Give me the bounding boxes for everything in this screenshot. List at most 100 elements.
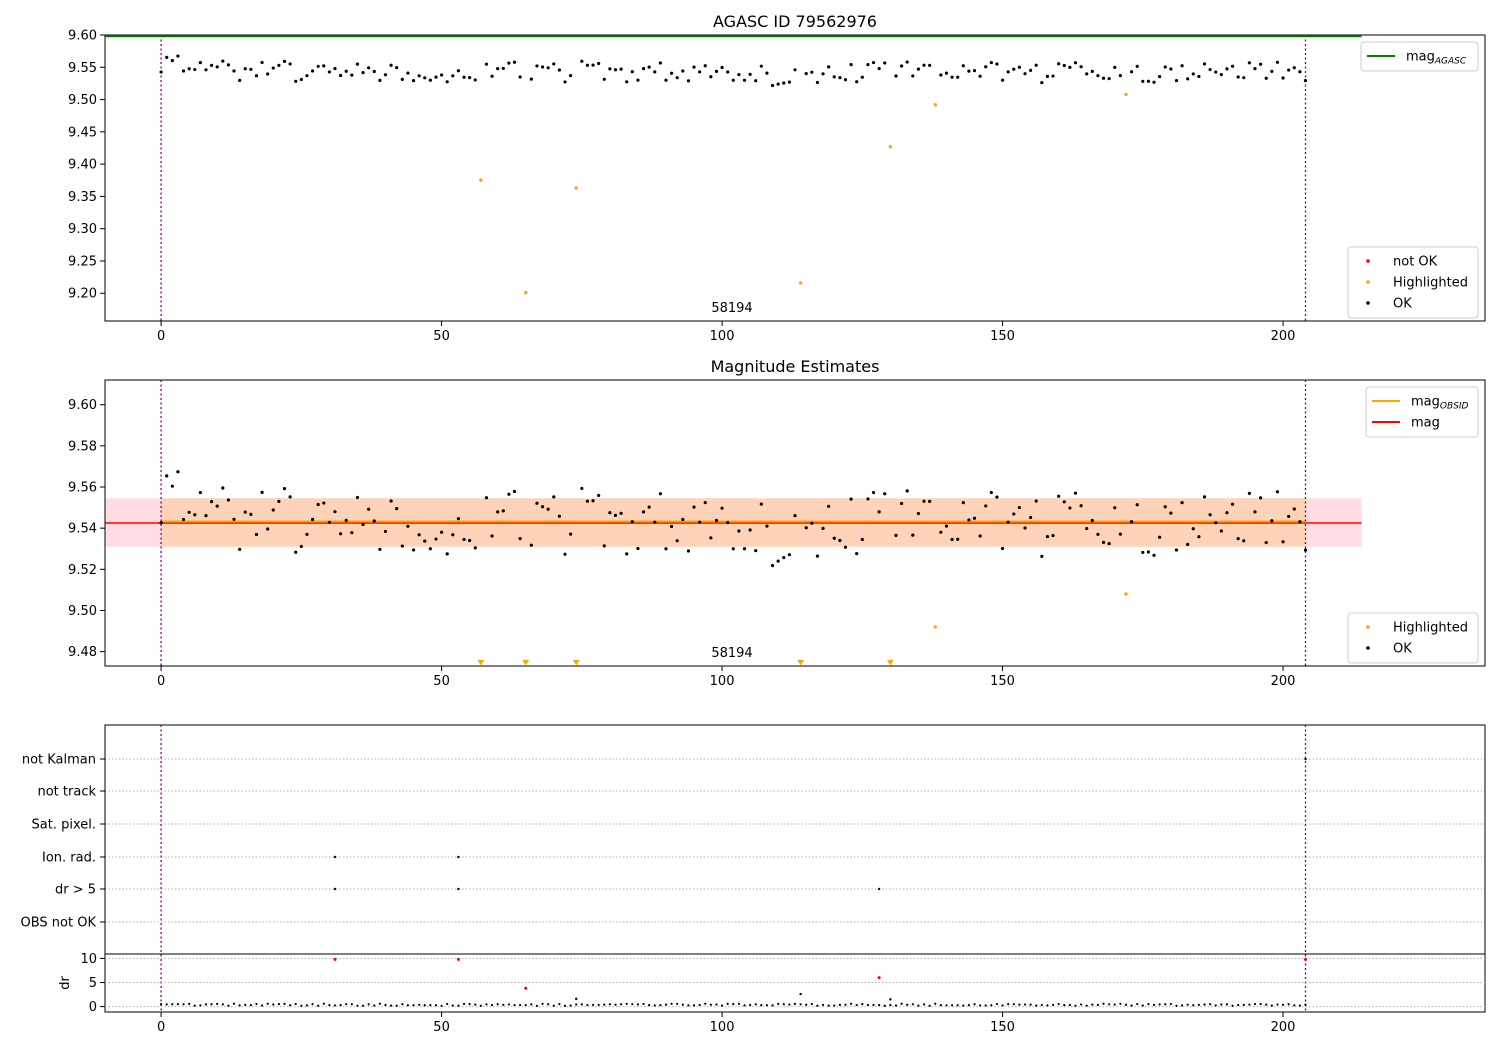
dr-point (591, 1003, 595, 1007)
y-tick-label: 9.45 (68, 125, 97, 140)
dr-point (1220, 1003, 1223, 1006)
ok-point (501, 509, 505, 513)
ok-point (193, 513, 197, 517)
ok-point (1113, 65, 1117, 69)
ok-point (580, 486, 584, 491)
dr-point (726, 1002, 729, 1005)
dr-point (513, 1003, 516, 1007)
ok-point (423, 539, 427, 543)
ok-point (681, 517, 685, 522)
dr-point (451, 1004, 454, 1007)
ok-point (1169, 511, 1173, 515)
ok-point (546, 507, 550, 511)
ok-point (714, 69, 719, 73)
dr-point (569, 1004, 572, 1007)
ok-point (1017, 505, 1021, 510)
ok-point (939, 73, 943, 77)
dr-point (468, 1002, 471, 1006)
ok-point (1051, 533, 1055, 538)
ok-point (383, 73, 388, 77)
dr-point (838, 1003, 841, 1006)
ok-point (765, 524, 769, 528)
ok-point (238, 78, 242, 82)
ok-point (658, 492, 662, 496)
dr-point (176, 1003, 180, 1006)
flag-marker (457, 855, 460, 859)
ok-point (215, 65, 219, 69)
ok-point (838, 76, 842, 80)
ok-point (1107, 541, 1111, 546)
plot-frame (104, 34, 1486, 322)
legend-label: OK (1393, 297, 1412, 312)
dr-point (883, 1004, 886, 1007)
ok-point (1006, 70, 1010, 74)
dr-point (737, 1002, 741, 1005)
ok-point (529, 543, 533, 547)
ok-point (305, 74, 309, 78)
dr-not-ok-point (333, 957, 337, 961)
ok-point (1040, 554, 1044, 558)
dr-point (1276, 1003, 1279, 1006)
ok-point (1085, 526, 1089, 531)
ok-point (361, 70, 365, 75)
ok-point (1236, 75, 1240, 79)
dr-point (950, 1004, 954, 1007)
ok-point (950, 75, 954, 79)
dr-point (339, 1003, 342, 1007)
ok-point (1275, 490, 1280, 494)
ok-point (1079, 65, 1083, 69)
legend-marker (1366, 625, 1370, 629)
ok-point (664, 547, 668, 551)
ok-point (507, 61, 511, 65)
dr-point (294, 1002, 297, 1006)
ok-point (165, 474, 169, 478)
dr-point (249, 1003, 252, 1007)
dr-point (962, 1004, 965, 1007)
ok-point (310, 69, 315, 73)
dr-point (260, 1004, 264, 1007)
ok-point (473, 546, 477, 550)
agasc-magnitude-panel: AGASC ID 79562976 58194 0 50 100 150 200 9.20… (68, 12, 1486, 344)
plot-frame (104, 379, 1486, 667)
flag-row-label: Ion. rad. (42, 851, 96, 866)
ok-point (1303, 79, 1308, 83)
dr-point (855, 1003, 858, 1007)
flag-marker (877, 887, 881, 891)
dr-point (171, 1003, 174, 1006)
ok-point (692, 505, 696, 509)
flag-row-label: not Kalman (22, 753, 96, 768)
dr-point (462, 1002, 466, 1006)
ok-point (456, 69, 461, 73)
ok-point (277, 63, 281, 67)
dr-point (311, 1003, 314, 1006)
ok-point (181, 69, 186, 73)
ok-point (165, 55, 169, 59)
ok-point (249, 512, 253, 516)
dr-point (434, 1004, 438, 1007)
ok-point (1073, 491, 1078, 495)
ok-point (1062, 63, 1066, 68)
dr-point (698, 1003, 701, 1007)
dr-point (1130, 1004, 1133, 1007)
dr-point (827, 1004, 830, 1007)
dr-point (979, 1004, 982, 1007)
ok-point (580, 59, 584, 63)
ok-point (1163, 505, 1167, 509)
dr-point (1079, 1003, 1083, 1006)
dr-point (967, 1004, 971, 1007)
dr-point (681, 1003, 684, 1006)
ok-point (1096, 532, 1100, 536)
ok-point (1197, 74, 1201, 79)
dr-point (765, 1004, 769, 1007)
ok-point (782, 81, 786, 85)
ok-point (1281, 540, 1285, 544)
dr-point (1029, 1003, 1032, 1006)
y-tick-label: 9.50 (68, 93, 97, 108)
y-tick-label: 9.54 (68, 522, 97, 537)
ok-point (1141, 550, 1145, 555)
ok-point (473, 78, 477, 82)
ok-point (187, 67, 191, 71)
ok-point (288, 62, 292, 66)
dr-point (760, 1003, 763, 1007)
ok-point (984, 65, 988, 69)
